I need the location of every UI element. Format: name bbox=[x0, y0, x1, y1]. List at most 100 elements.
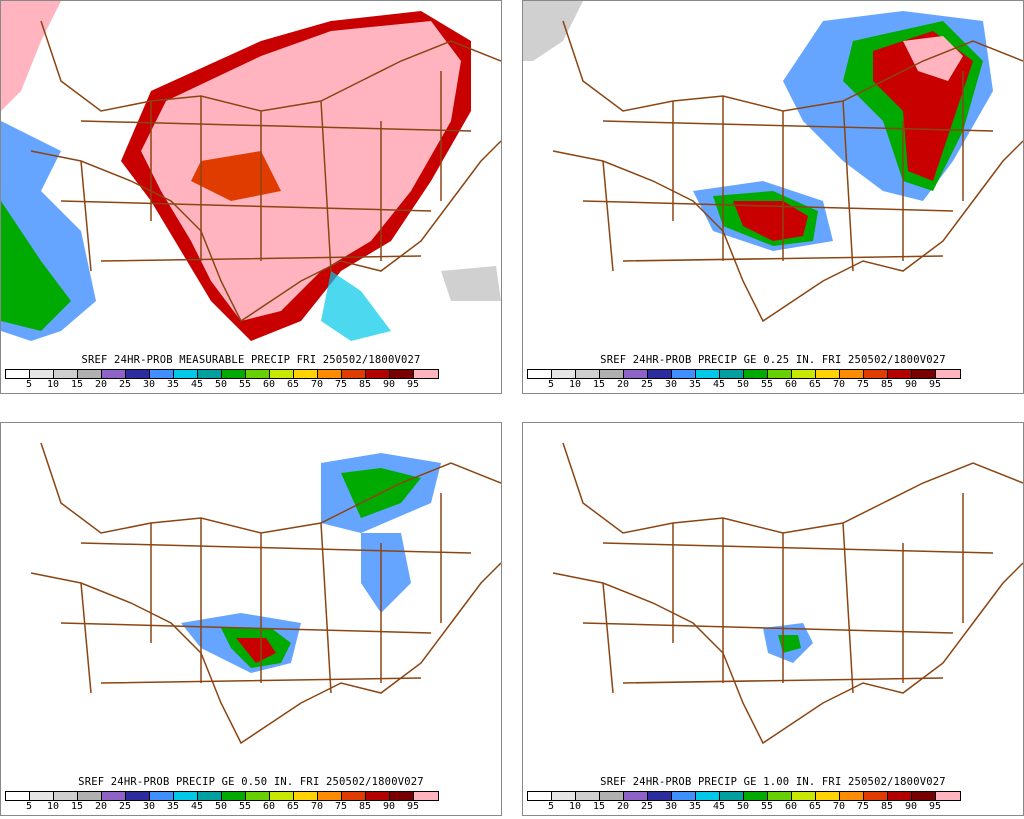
colorbar-swatch bbox=[696, 370, 720, 378]
colorbar-tick-label: 20 bbox=[616, 379, 630, 390]
colorbar-swatch bbox=[318, 792, 342, 800]
caption-100: SREF 24HR-PROB PRECIP GE 1.00 IN. FRI 25… bbox=[600, 776, 946, 788]
colorbar-swatch bbox=[720, 370, 744, 378]
colorbar-swatch bbox=[198, 370, 222, 378]
colorbar-swatch bbox=[552, 370, 576, 378]
colorbar-swatch bbox=[222, 792, 246, 800]
colorbar-tick-label: 5 bbox=[547, 379, 555, 390]
map-panel-measurable: SREF 24HR-PROB MEASURABLE PRECIP FRI 250… bbox=[0, 0, 502, 394]
colorbar-tick-label: 10 bbox=[46, 801, 60, 812]
colorbar-swatch bbox=[174, 370, 198, 378]
precip-map-100 bbox=[552, 442, 1023, 745]
colorbar-tick-label: 75 bbox=[856, 379, 870, 390]
colorbar-tick-label: 45 bbox=[712, 801, 726, 812]
colorbar-swatch bbox=[672, 370, 696, 378]
caption-measurable: SREF 24HR-PROB MEASURABLE PRECIP FRI 250… bbox=[81, 354, 421, 366]
colorbar-swatch bbox=[294, 792, 318, 800]
colorbar-tick-label: 60 bbox=[784, 379, 798, 390]
colorbar-swatch bbox=[390, 792, 414, 800]
colorbar-swatch bbox=[246, 792, 270, 800]
colorbar-swatch bbox=[696, 792, 720, 800]
colorbar-swatch bbox=[768, 792, 792, 800]
colorbar-swatch bbox=[912, 370, 936, 378]
colorbar-tick-label: 65 bbox=[808, 379, 822, 390]
colorbar-tick-label: 90 bbox=[904, 801, 918, 812]
colorbar-tick-label: 70 bbox=[310, 379, 324, 390]
colorbar-swatch bbox=[624, 370, 648, 378]
colorbar-tick-label: 25 bbox=[118, 801, 132, 812]
colorbar-tick-label: 20 bbox=[616, 801, 630, 812]
colorbar-tick-label: 20 bbox=[94, 379, 108, 390]
colorbar-swatch bbox=[600, 370, 624, 378]
colorbar-swatch bbox=[414, 792, 438, 800]
colorbar-tick-label: 5 bbox=[547, 801, 555, 812]
caption-050: SREF 24HR-PROB PRECIP GE 0.50 IN. FRI 25… bbox=[78, 776, 424, 788]
colorbar-tick-label: 65 bbox=[808, 801, 822, 812]
colorbar-swatch bbox=[888, 792, 912, 800]
colorbar-swatch bbox=[816, 370, 840, 378]
colorbar-tick-label: 60 bbox=[262, 801, 276, 812]
colorbar bbox=[5, 369, 439, 379]
colorbar-swatch bbox=[30, 370, 54, 378]
colorbar-tick-label: 35 bbox=[688, 801, 702, 812]
colorbar-swatch bbox=[198, 792, 222, 800]
colorbar-tick-label: 70 bbox=[832, 379, 846, 390]
colorbar bbox=[527, 791, 961, 801]
colorbar-swatch bbox=[30, 792, 54, 800]
colorbar-swatch bbox=[864, 370, 888, 378]
colorbar-tick-label: 95 bbox=[406, 801, 420, 812]
colorbar-tick-label: 65 bbox=[286, 801, 300, 812]
colorbar-ticks: 5 10 15 20 25 30 35 45 50 55 60 65 70 75 85 90 95 bbox=[5, 379, 419, 391]
colorbar-tick-label: 75 bbox=[334, 379, 348, 390]
colorbar-swatch bbox=[840, 792, 864, 800]
colorbar-swatch bbox=[936, 792, 960, 800]
colorbar-swatch bbox=[342, 370, 366, 378]
map-panel-025: SREF 24HR-PROB PRECIP GE 0.25 IN. FRI 25… bbox=[522, 0, 1024, 394]
colorbar-swatch bbox=[600, 792, 624, 800]
colorbar-tick-label: 85 bbox=[880, 801, 894, 812]
colorbar-tick-label: 85 bbox=[358, 801, 372, 812]
colorbar-swatch bbox=[414, 370, 438, 378]
colorbar-swatch bbox=[768, 370, 792, 378]
colorbar-swatch bbox=[342, 792, 366, 800]
precip-map-025 bbox=[523, 1, 1023, 323]
colorbar-swatch bbox=[54, 792, 78, 800]
colorbar-tick-label: 45 bbox=[190, 801, 204, 812]
colorbar-tick-label: 25 bbox=[640, 801, 654, 812]
colorbar-tick-label: 95 bbox=[406, 379, 420, 390]
colorbar-tick-label: 5 bbox=[25, 801, 33, 812]
colorbar-swatch bbox=[744, 792, 768, 800]
colorbar-tick-label: 90 bbox=[904, 379, 918, 390]
colorbar-tick-label: 55 bbox=[238, 379, 252, 390]
colorbar-swatch bbox=[102, 370, 126, 378]
colorbar-tick-label: 45 bbox=[712, 379, 726, 390]
colorbar-tick-label: 60 bbox=[784, 801, 798, 812]
colorbar-tick-label: 55 bbox=[238, 801, 252, 812]
colorbar-tick-label: 15 bbox=[70, 379, 84, 390]
colorbar-swatch bbox=[912, 792, 936, 800]
colorbar-swatch bbox=[624, 792, 648, 800]
colorbar-tick-label: 50 bbox=[214, 379, 228, 390]
colorbar-tick-label: 90 bbox=[382, 379, 396, 390]
colorbar-tick-label: 35 bbox=[166, 801, 180, 812]
colorbar-tick-label: 55 bbox=[760, 801, 774, 812]
colorbar-swatch bbox=[792, 792, 816, 800]
colorbar-swatch bbox=[528, 370, 552, 378]
colorbar-tick-label: 30 bbox=[142, 379, 156, 390]
colorbar-tick-label: 85 bbox=[880, 379, 894, 390]
colorbar-tick-label: 35 bbox=[688, 379, 702, 390]
map-panel-050: SREF 24HR-PROB PRECIP GE 0.50 IN. FRI 25… bbox=[0, 422, 502, 816]
colorbar-tick-label: 45 bbox=[190, 379, 204, 390]
colorbar-tick-label: 5 bbox=[25, 379, 33, 390]
colorbar-tick-label: 70 bbox=[310, 801, 324, 812]
colorbar-tick-label: 35 bbox=[166, 379, 180, 390]
colorbar-tick-label: 95 bbox=[928, 379, 942, 390]
colorbar-tick-label: 70 bbox=[832, 801, 846, 812]
colorbar-swatch bbox=[864, 792, 888, 800]
colorbar-swatch bbox=[648, 792, 672, 800]
colorbar-swatch bbox=[366, 792, 390, 800]
colorbar-swatch bbox=[78, 792, 102, 800]
colorbar-swatch bbox=[390, 370, 414, 378]
colorbar-tick-label: 55 bbox=[760, 379, 774, 390]
colorbar-swatch bbox=[246, 370, 270, 378]
